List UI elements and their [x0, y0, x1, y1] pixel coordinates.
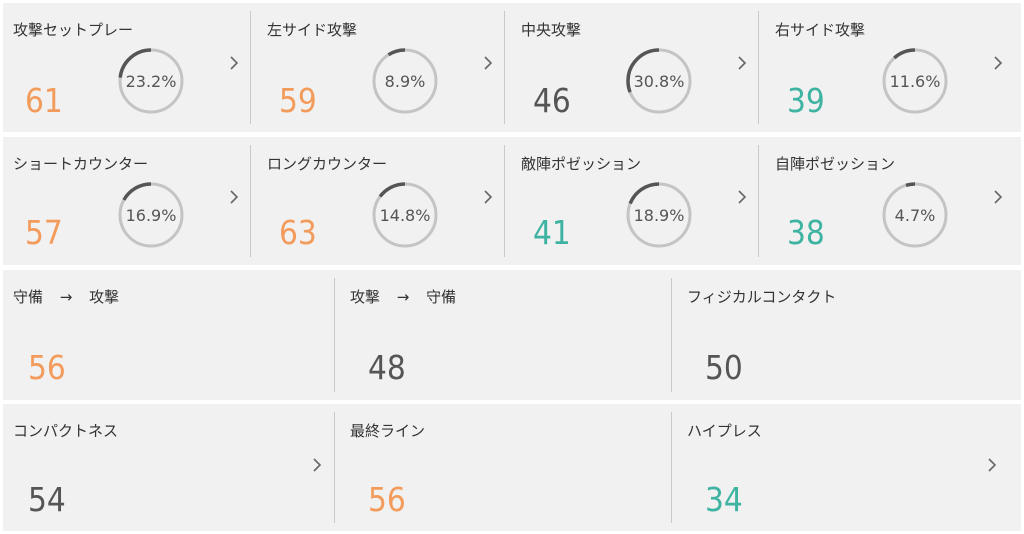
metrics-row-4: コンパクトネス 54 最終ライン 56 ハイプレス 34: [3, 404, 1021, 531]
arrow-right-icon: →: [59, 288, 73, 306]
metric-value: 46: [533, 81, 571, 120]
divider: [250, 145, 251, 257]
percent-ring: 8.9%: [369, 45, 441, 117]
percent-ring-fill: [372, 48, 438, 114]
divider: [504, 145, 505, 257]
divider: [250, 11, 251, 124]
metric-card-central-attack[interactable]: 中央攻撃 46 30.8%: [511, 3, 758, 132]
metric-title: 守備 → 攻撃: [13, 286, 119, 307]
percent-ring-label: 8.9%: [384, 71, 426, 91]
percent-ring: 16.9%: [115, 179, 187, 251]
percent-ring: 11.6%: [879, 45, 951, 117]
percent-ring: 18.9%: [623, 179, 695, 251]
divider: [758, 11, 759, 124]
metric-value: 56: [28, 348, 66, 387]
metric-title: 攻撃セットプレー: [13, 21, 134, 39]
chevron-right-icon[interactable]: [737, 189, 747, 205]
percent-ring-fill: [882, 48, 948, 114]
chevron-right-icon[interactable]: [483, 55, 493, 71]
percent-ring-fill: [882, 182, 948, 248]
metric-card-opponent-half-possession[interactable]: 敵陣ポゼッション 41 18.9%: [511, 137, 758, 265]
metric-title: 攻撃 → 守備: [350, 286, 456, 307]
metric-value: 38: [787, 213, 825, 252]
metric-card-right-side-attack[interactable]: 右サイド攻撃 39 11.6%: [765, 3, 1021, 132]
metric-value: 34: [705, 480, 743, 519]
divider: [334, 278, 335, 392]
chevron-right-icon[interactable]: [483, 189, 493, 205]
percent-ring-label: 14.8%: [379, 205, 431, 225]
metric-card-high-press[interactable]: ハイプレス 34: [677, 404, 1021, 531]
metric-value: 41: [533, 213, 571, 252]
percent-ring: 23.2%: [115, 45, 187, 117]
chevron-right-icon[interactable]: [312, 457, 322, 473]
metric-title: コンパクトネス: [13, 422, 119, 440]
metric-title: ショートカウンター: [13, 155, 149, 173]
metric-card-defense-to-attack: 守備 → 攻撃 56: [3, 270, 334, 400]
percent-ring-label: 4.7%: [894, 205, 936, 225]
metric-title: 左サイド攻撃: [267, 21, 358, 39]
metric-title: 右サイド攻撃: [775, 21, 866, 39]
percent-ring: 30.8%: [623, 45, 695, 117]
divider: [671, 412, 672, 523]
metric-title: 敵陣ポゼッション: [521, 155, 642, 173]
metric-card-compactness[interactable]: コンパクトネス 54: [3, 404, 334, 531]
arrow-right-icon: →: [396, 288, 410, 306]
metric-value: 57: [25, 213, 63, 252]
metrics-row-2: ショートカウンター 57 16.9% ロングカウンター 63 14.8% 敵陣ポ…: [3, 137, 1021, 265]
percent-ring-label: 16.9%: [125, 205, 177, 225]
metric-value: 59: [279, 81, 317, 120]
metric-title: 中央攻撃: [521, 21, 582, 39]
chevron-right-icon[interactable]: [737, 55, 747, 71]
percent-ring-fill: [626, 48, 692, 114]
metrics-row-3: 守備 → 攻撃 56 攻撃 → 守備 48 フィジカルコンタクト 50: [3, 270, 1021, 400]
percent-ring-label: 30.8%: [633, 71, 685, 91]
divider: [671, 278, 672, 392]
chevron-right-icon[interactable]: [987, 457, 997, 473]
metric-title: 自陣ポゼッション: [775, 155, 896, 173]
metric-title: ハイプレス: [687, 422, 762, 440]
metric-value: 39: [787, 81, 825, 120]
metric-title: ロングカウンター: [267, 155, 388, 173]
metric-value: 54: [28, 480, 66, 519]
metric-title-from: 攻撃: [350, 288, 381, 306]
metric-title: 最終ライン: [350, 422, 426, 440]
divider: [758, 145, 759, 257]
metric-title: フィジカルコンタクト: [687, 288, 837, 306]
metric-value: 63: [279, 213, 317, 252]
chevron-right-icon[interactable]: [993, 55, 1003, 71]
percent-ring-fill: [118, 48, 184, 114]
metric-card-physical-contact: フィジカルコンタクト 50: [677, 270, 1021, 400]
metric-title-to: 守備: [426, 288, 457, 306]
metric-value: 61: [25, 81, 63, 120]
divider: [504, 11, 505, 124]
percent-ring-fill: [626, 182, 692, 248]
percent-ring-label: 18.9%: [633, 205, 685, 225]
percent-ring-label: 11.6%: [889, 71, 941, 91]
chevron-right-icon[interactable]: [229, 189, 239, 205]
chevron-right-icon[interactable]: [993, 189, 1003, 205]
percent-ring: 4.7%: [879, 179, 951, 251]
metric-card-attack-set-play[interactable]: 攻撃セットプレー 61 23.2%: [3, 3, 250, 132]
metric-card-own-half-possession[interactable]: 自陣ポゼッション 38 4.7%: [765, 137, 1021, 265]
metric-value: 48: [368, 348, 406, 387]
percent-ring-fill: [118, 182, 184, 248]
percent-ring-fill: [372, 182, 438, 248]
metrics-row-1: 攻撃セットプレー 61 23.2% 左サイド攻撃 59 8.9% 中央攻撃 46: [3, 3, 1021, 132]
chevron-right-icon[interactable]: [229, 55, 239, 71]
divider: [334, 412, 335, 523]
metric-card-long-counter[interactable]: ロングカウンター 63 14.8%: [257, 137, 504, 265]
metric-card-short-counter[interactable]: ショートカウンター 57 16.9%: [3, 137, 250, 265]
metric-card-attack-to-defense: 攻撃 → 守備 48: [340, 270, 671, 400]
metric-card-left-side-attack[interactable]: 左サイド攻撃 59 8.9%: [257, 3, 504, 132]
metric-value: 50: [705, 348, 743, 387]
percent-ring: 14.8%: [369, 179, 441, 251]
metric-value: 56: [368, 480, 406, 519]
metric-title-from: 守備: [13, 288, 44, 306]
percent-ring-label: 23.2%: [125, 71, 177, 91]
metric-title-to: 攻撃: [89, 288, 120, 306]
metric-card-final-line: 最終ライン 56: [340, 404, 671, 531]
